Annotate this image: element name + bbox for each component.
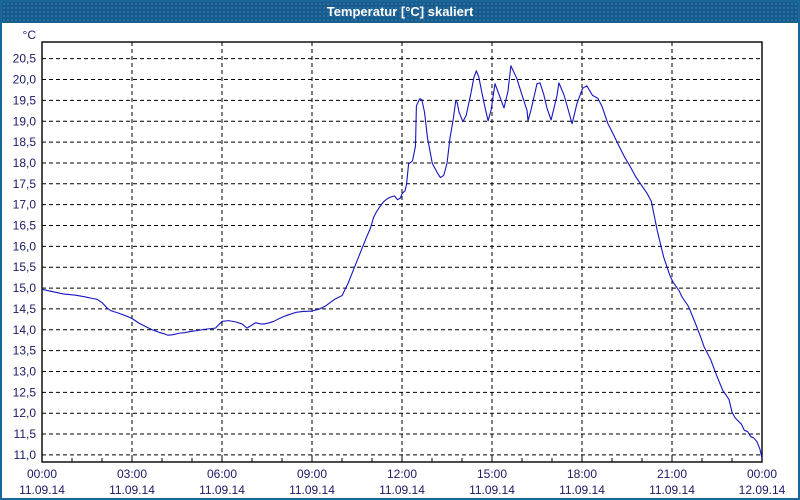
svg-text:13,5: 13,5 bbox=[13, 344, 37, 358]
svg-text:19,0: 19,0 bbox=[13, 114, 37, 128]
svg-text:15,0: 15,0 bbox=[13, 281, 37, 295]
svg-text:11.09.14: 11.09.14 bbox=[289, 483, 335, 497]
svg-text:11.09.14: 11.09.14 bbox=[19, 483, 65, 497]
svg-text:11.09.14: 11.09.14 bbox=[109, 483, 155, 497]
svg-text:12,0: 12,0 bbox=[13, 406, 37, 420]
svg-text:12:00: 12:00 bbox=[387, 467, 417, 481]
svg-text:18:00: 18:00 bbox=[567, 467, 597, 481]
svg-text:09:00: 09:00 bbox=[297, 467, 327, 481]
svg-text:°C: °C bbox=[23, 28, 37, 42]
svg-text:18,0: 18,0 bbox=[13, 156, 37, 170]
svg-text:11.09.14: 11.09.14 bbox=[559, 483, 605, 497]
svg-text:03:00: 03:00 bbox=[117, 467, 147, 481]
svg-text:11.09.14: 11.09.14 bbox=[379, 483, 425, 497]
svg-text:20,5: 20,5 bbox=[13, 52, 37, 66]
svg-text:11,5: 11,5 bbox=[14, 427, 37, 441]
svg-text:15:00: 15:00 bbox=[477, 467, 507, 481]
svg-text:00:00: 00:00 bbox=[747, 467, 777, 481]
svg-text:11.09.14: 11.09.14 bbox=[469, 483, 515, 497]
svg-text:14,5: 14,5 bbox=[13, 302, 37, 316]
svg-text:11.09.14: 11.09.14 bbox=[199, 483, 245, 497]
svg-text:17,0: 17,0 bbox=[13, 198, 37, 212]
svg-text:14,0: 14,0 bbox=[13, 323, 37, 337]
svg-text:15,5: 15,5 bbox=[13, 260, 37, 274]
svg-text:11,0: 11,0 bbox=[14, 448, 37, 462]
svg-text:00:00: 00:00 bbox=[27, 467, 57, 481]
svg-text:16,0: 16,0 bbox=[13, 239, 37, 253]
svg-text:11.09.14: 11.09.14 bbox=[649, 483, 695, 497]
svg-text:21:00: 21:00 bbox=[657, 467, 687, 481]
svg-text:17,5: 17,5 bbox=[13, 177, 37, 191]
svg-text:12.09.14: 12.09.14 bbox=[739, 483, 786, 497]
svg-text:06:00: 06:00 bbox=[207, 467, 237, 481]
svg-text:13,0: 13,0 bbox=[13, 364, 37, 378]
svg-text:18,5: 18,5 bbox=[13, 135, 37, 149]
svg-text:20,0: 20,0 bbox=[13, 73, 37, 87]
svg-text:12,5: 12,5 bbox=[13, 385, 37, 399]
svg-text:19,5: 19,5 bbox=[13, 93, 37, 107]
svg-text:16,5: 16,5 bbox=[13, 219, 37, 233]
